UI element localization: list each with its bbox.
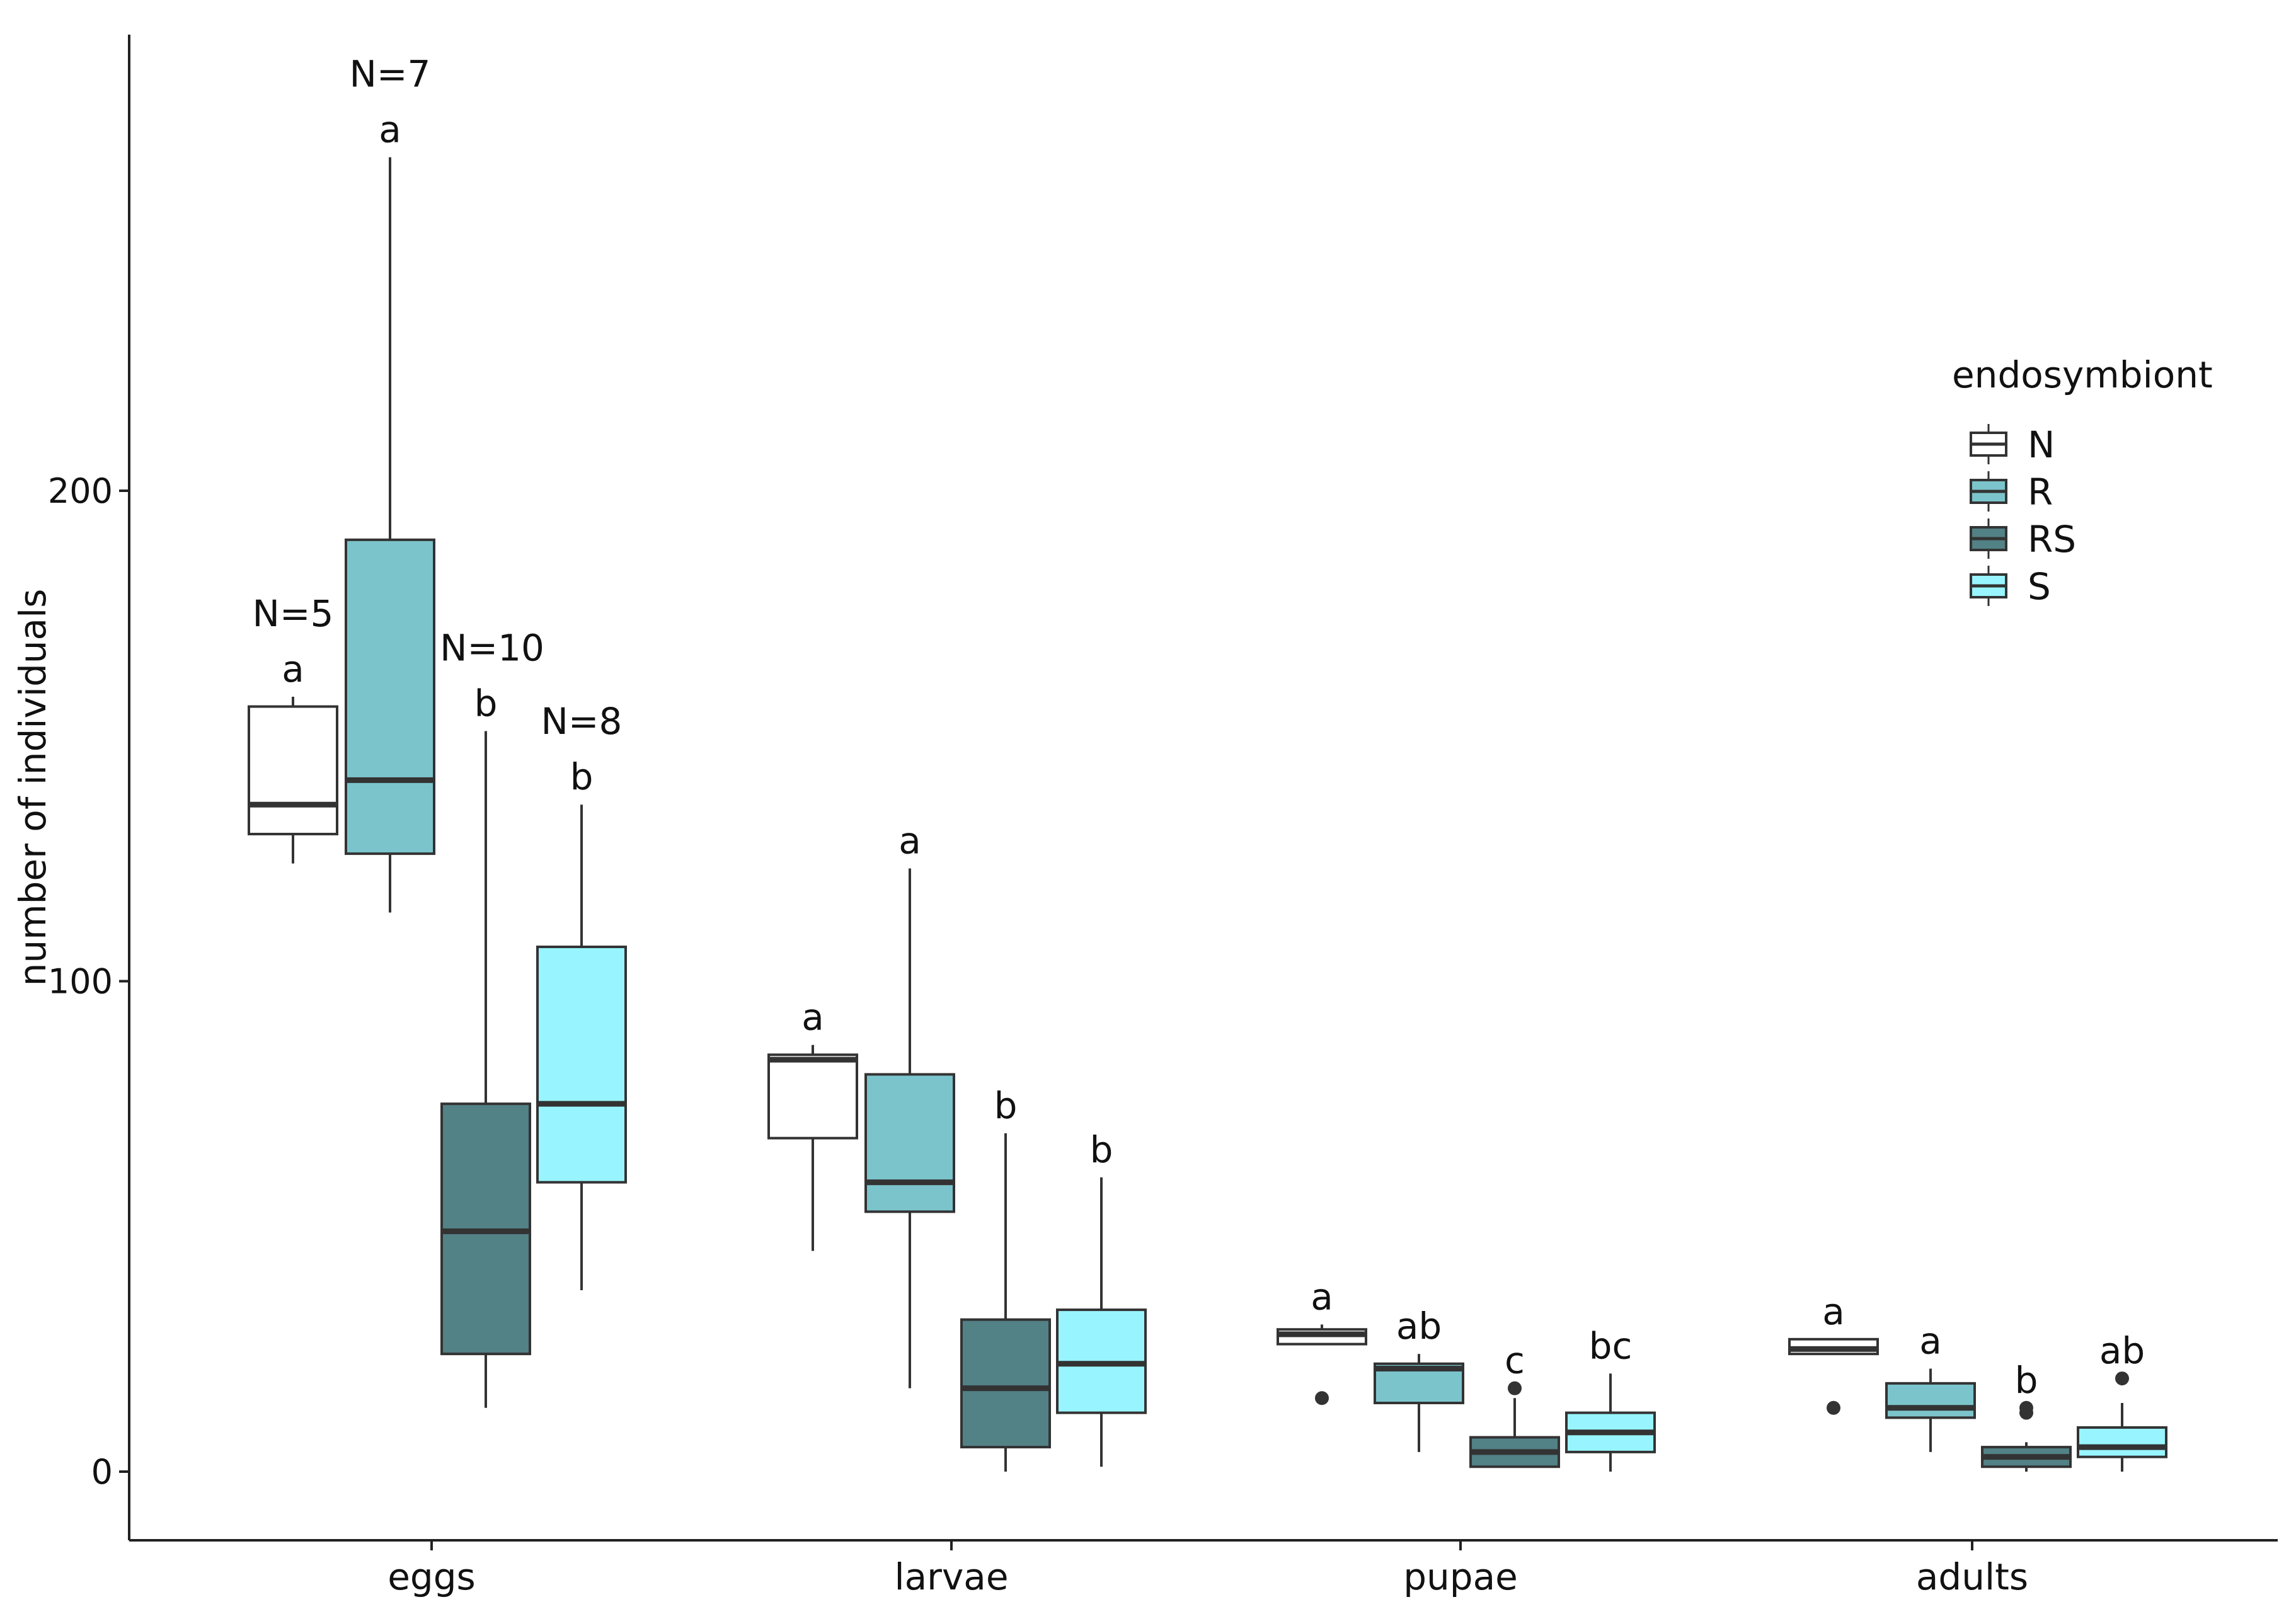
significance-letter: a bbox=[801, 996, 824, 1039]
y-tick-label: 200 bbox=[48, 471, 113, 511]
legend-item-N: N bbox=[1970, 423, 2055, 466]
significance-letter: bc bbox=[1589, 1324, 1633, 1367]
legend-item-RS: RS bbox=[1970, 518, 2076, 561]
sample-size-label: N=8 bbox=[541, 700, 623, 743]
significance-letter: a bbox=[282, 648, 304, 690]
significance-letter: b bbox=[994, 1084, 1018, 1127]
x-tick-label-pupae: pupae bbox=[1403, 1555, 1518, 1598]
box-body bbox=[536, 946, 627, 1184]
x-tick-label-eggs: eggs bbox=[387, 1555, 476, 1598]
outlier-point bbox=[2019, 1400, 2033, 1415]
legend-title: endosymbiont bbox=[1952, 353, 2213, 396]
box-N-larvae bbox=[767, 1045, 858, 1251]
box-R-adults bbox=[1885, 1368, 1976, 1452]
box-body bbox=[864, 1073, 955, 1213]
y-ticks: 0 100 200 bbox=[48, 471, 129, 1492]
box-body bbox=[248, 705, 338, 835]
significance-letter: a bbox=[379, 108, 401, 151]
legend-item-S: S bbox=[1970, 565, 2051, 608]
significance-letter: b bbox=[1090, 1128, 1113, 1171]
y-tick-label: 0 bbox=[91, 1452, 113, 1492]
box-R-larvae bbox=[864, 868, 955, 1388]
boxes bbox=[248, 157, 2167, 1472]
sample-size-label: N=7 bbox=[350, 53, 431, 96]
sample-size-label: N=10 bbox=[440, 626, 544, 669]
significance-letter: b bbox=[474, 682, 498, 724]
box-N-eggs bbox=[248, 696, 338, 864]
significance-letter: a bbox=[1822, 1290, 1845, 1333]
box-body bbox=[2077, 1426, 2167, 1458]
axes: number of individuals bbox=[11, 35, 2278, 1542]
box-RS-adults bbox=[1981, 1400, 2072, 1472]
box-RS-larvae bbox=[960, 1133, 1051, 1472]
significance-letter: a bbox=[898, 819, 921, 862]
box-body bbox=[1885, 1382, 1976, 1419]
box-N-adults bbox=[1788, 1337, 1879, 1415]
box-S-larvae bbox=[1056, 1177, 1147, 1467]
outlier-point bbox=[2115, 1371, 2129, 1386]
significance-letter: a bbox=[1311, 1275, 1333, 1318]
significance-letter: b bbox=[2015, 1359, 2038, 1402]
box-R-pupae bbox=[1374, 1354, 1464, 1452]
x-ticks: eggs larvae pupae adults bbox=[387, 1540, 2028, 1598]
outlier-point bbox=[1508, 1381, 1522, 1395]
box-body bbox=[767, 1053, 858, 1140]
significance-letter: c bbox=[1505, 1339, 1525, 1382]
legend-label: S bbox=[2028, 565, 2051, 608]
x-tick-label-adults: adults bbox=[1916, 1555, 2028, 1598]
significance-letter: ab bbox=[2099, 1329, 2145, 1372]
legend-label: R bbox=[2028, 471, 2053, 513]
y-tick-label: 100 bbox=[48, 962, 113, 1002]
legend: endosymbiont NR RSS bbox=[1952, 353, 2213, 608]
box-body bbox=[960, 1318, 1051, 1449]
y-axis-title: number of individuals bbox=[11, 589, 54, 987]
legend-label: N bbox=[2028, 423, 2055, 466]
box-body bbox=[345, 538, 435, 856]
significance-letter: ab bbox=[1396, 1305, 1442, 1348]
box-RS-pupae bbox=[1469, 1381, 1560, 1468]
box-S-adults bbox=[2077, 1371, 2167, 1472]
box-S-pupae bbox=[1565, 1373, 1656, 1472]
x-tick-label-larvae: larvae bbox=[894, 1555, 1008, 1598]
outlier-point bbox=[1827, 1400, 1840, 1415]
legend-item-R: R bbox=[1970, 471, 2053, 513]
box-S-eggs bbox=[536, 804, 627, 1290]
significance-letter: a bbox=[1919, 1320, 1942, 1363]
box-N-pupae bbox=[1277, 1324, 1367, 1405]
outlier-point bbox=[1315, 1391, 1329, 1405]
box-RS-eggs bbox=[440, 731, 531, 1408]
sample-size-label: N=5 bbox=[253, 592, 334, 635]
box-R-eggs bbox=[345, 157, 435, 913]
significance-letter: b bbox=[570, 755, 594, 798]
legend-label: RS bbox=[2028, 518, 2076, 561]
